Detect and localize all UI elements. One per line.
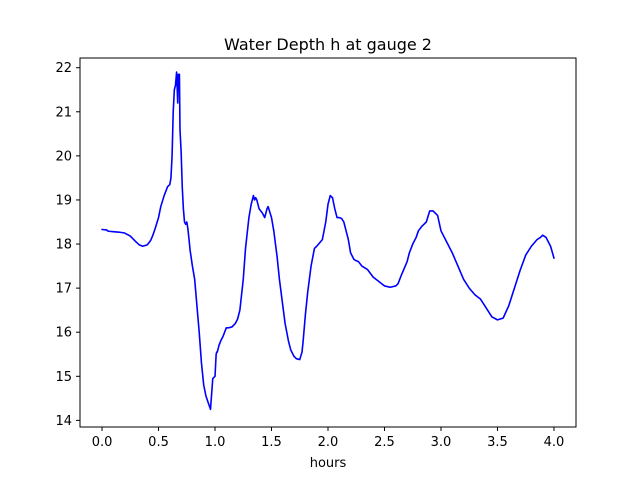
y-tick-label: 18 xyxy=(55,238,72,253)
x-tick-label: 3.5 xyxy=(487,435,508,450)
y-axis: 14 15 16 17 18 19 20 21 22 xyxy=(55,61,80,429)
y-tick-label: 17 xyxy=(55,282,72,297)
series-line-water-depth xyxy=(101,71,555,411)
y-tick-label: 15 xyxy=(55,370,72,385)
y-tick-label: 14 xyxy=(55,414,72,429)
y-tick-label: 22 xyxy=(55,61,72,76)
x-axis-label: hours xyxy=(310,456,347,471)
x-tick-label: 1.0 xyxy=(205,435,226,450)
x-tick-label: 2.5 xyxy=(374,435,395,450)
x-tick-label: 2.0 xyxy=(318,435,339,450)
y-tick-label: 19 xyxy=(55,193,72,208)
x-axis: 0.0 0.5 1.0 1.5 2.0 2.5 3.0 3.5 4.0 xyxy=(92,427,565,450)
x-tick-label: 4.0 xyxy=(544,435,565,450)
x-tick-label: 3.0 xyxy=(431,435,452,450)
x-tick-label: 0.0 xyxy=(92,435,113,450)
chart-title: Water Depth h at gauge 2 xyxy=(224,35,432,54)
x-tick-label: 0.5 xyxy=(148,435,169,450)
y-tick-label: 21 xyxy=(55,105,72,120)
x-tick-label: 1.5 xyxy=(261,435,282,450)
y-tick-label: 20 xyxy=(55,149,72,164)
y-tick-label: 16 xyxy=(55,326,72,341)
